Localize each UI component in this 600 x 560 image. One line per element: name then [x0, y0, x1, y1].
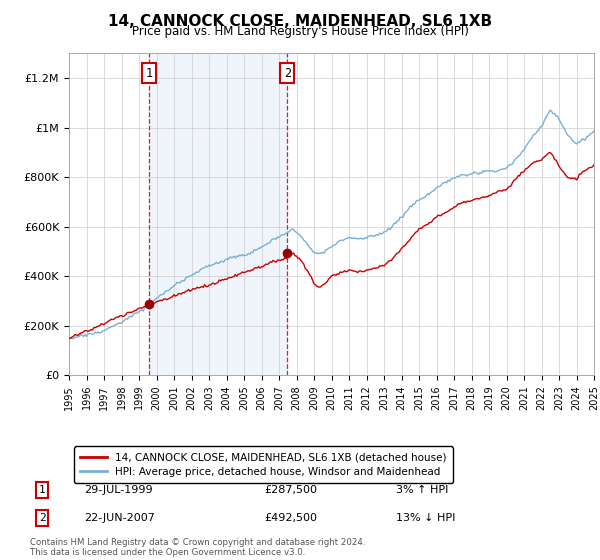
Text: Price paid vs. HM Land Registry's House Price Index (HPI): Price paid vs. HM Land Registry's House … [131, 25, 469, 38]
Text: 1: 1 [146, 67, 153, 80]
Text: £287,500: £287,500 [264, 485, 317, 495]
Text: 13% ↓ HPI: 13% ↓ HPI [396, 513, 455, 523]
Text: 22-JUN-2007: 22-JUN-2007 [84, 513, 155, 523]
Text: Contains HM Land Registry data © Crown copyright and database right 2024.
This d: Contains HM Land Registry data © Crown c… [30, 538, 365, 557]
Text: 2: 2 [38, 513, 46, 523]
Text: 1: 1 [38, 485, 46, 495]
Text: 3% ↑ HPI: 3% ↑ HPI [396, 485, 448, 495]
Text: 29-JUL-1999: 29-JUL-1999 [84, 485, 152, 495]
Legend: 14, CANNOCK CLOSE, MAIDENHEAD, SL6 1XB (detached house), HPI: Average price, det: 14, CANNOCK CLOSE, MAIDENHEAD, SL6 1XB (… [74, 446, 452, 483]
Text: 2: 2 [284, 67, 291, 80]
Bar [149, 53, 287, 375]
Text: 14, CANNOCK CLOSE, MAIDENHEAD, SL6 1XB: 14, CANNOCK CLOSE, MAIDENHEAD, SL6 1XB [108, 14, 492, 29]
Text: £492,500: £492,500 [264, 513, 317, 523]
